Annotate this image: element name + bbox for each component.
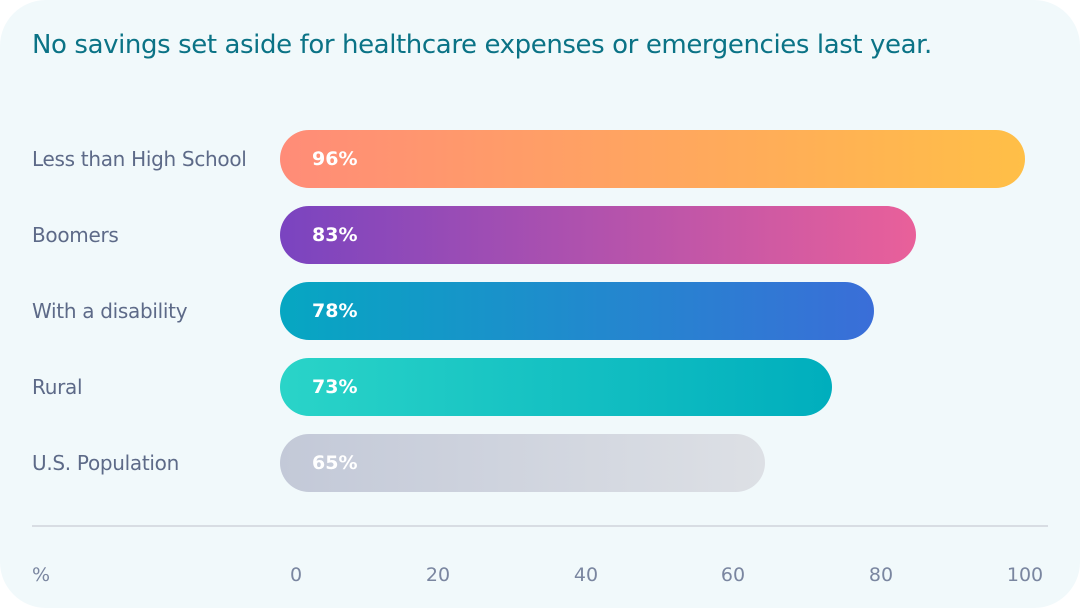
x-tick-label: 0 [289, 564, 303, 586]
bar: 65% [280, 434, 766, 492]
category-label: Rural [32, 375, 83, 399]
bar: 73% [280, 358, 833, 416]
category-label: With a disability [32, 299, 188, 323]
x-tick-label: 20 [425, 564, 451, 586]
axis-unit-label: % [32, 564, 51, 586]
category-label: Boomers [32, 223, 119, 247]
bar: 78% [280, 282, 875, 340]
bar-value-label: 73% [312, 376, 358, 398]
bar-value-label: 78% [312, 300, 358, 322]
x-tick-label: 60 [720, 564, 746, 586]
chart-title: No savings set aside for healthcare expe… [32, 30, 932, 60]
bar-value-label: 83% [312, 224, 358, 246]
bar: 83% [280, 206, 917, 264]
x-tick-label: 40 [573, 564, 599, 586]
bar-value-label: 96% [312, 148, 358, 170]
x-tick-label: 100 [1006, 564, 1044, 586]
x-tick-label: 80 [868, 564, 894, 586]
category-label: U.S. Population [32, 451, 179, 475]
bar: 96% [280, 130, 1026, 188]
axis-line [32, 525, 1048, 527]
bar-value-label: 65% [312, 452, 358, 474]
category-label: Less than High School [32, 147, 247, 171]
